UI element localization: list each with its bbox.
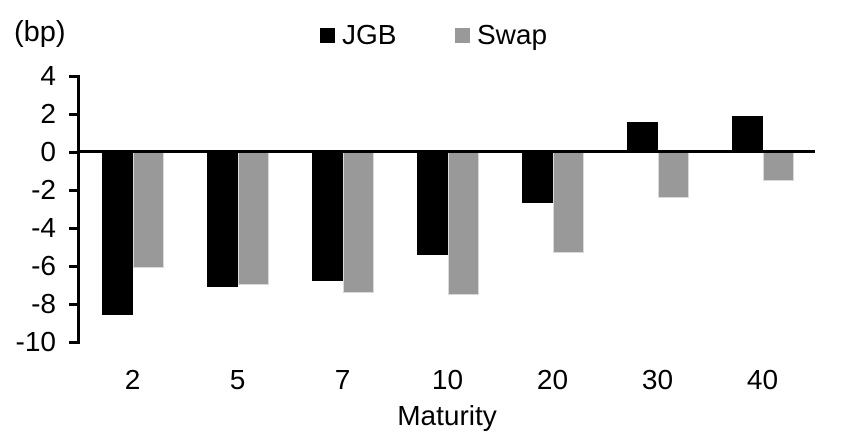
y-axis-line — [77, 75, 80, 344]
legend-label-jgb: JGB — [342, 19, 397, 50]
y-tick-mark — [69, 265, 78, 268]
jgb-color-swatch-icon — [320, 28, 335, 43]
bar-jgb-20 — [521, 152, 553, 204]
legend-item-jgb: JGB — [320, 18, 396, 52]
y-tick-mark — [69, 189, 78, 192]
legend-label-swap: Swap — [477, 19, 548, 50]
bar-jgb-30 — [626, 121, 658, 152]
swap-color-swatch-icon — [455, 28, 470, 43]
bar-swap-40 — [762, 152, 794, 181]
bar-jgb-7 — [311, 152, 343, 282]
x-category-label: 2 — [124, 364, 141, 395]
bar-jgb-5 — [206, 152, 238, 287]
x-axis-title: Maturity — [397, 400, 497, 431]
bar-swap-30 — [657, 152, 689, 198]
x-category-label: 5 — [229, 364, 246, 395]
y-tick-label: -2 — [31, 174, 56, 205]
y-tick-label: 0 — [40, 136, 56, 167]
y-tick-label: 4 — [40, 60, 56, 91]
y-tick-mark — [69, 151, 78, 154]
x-category-label: 7 — [334, 364, 351, 395]
bar-swap-7 — [342, 152, 374, 293]
bar-swap-2 — [132, 152, 164, 268]
zero-axis-line — [77, 150, 815, 153]
y-axis-unit-label: (bp) — [14, 16, 66, 48]
y-tick-mark — [69, 75, 78, 78]
x-category-label: 10 — [431, 364, 464, 395]
bar-swap-10 — [447, 152, 479, 295]
y-tick-mark — [69, 303, 78, 306]
x-category-label: 20 — [536, 364, 569, 395]
y-tick-label: 2 — [40, 98, 56, 129]
y-tick-label: -8 — [31, 288, 56, 319]
bar-swap-20 — [552, 152, 584, 253]
y-tick-label: -6 — [31, 250, 56, 281]
y-tick-label: -4 — [31, 212, 56, 243]
x-category-label: 30 — [641, 364, 674, 395]
legend-item-swap: Swap — [455, 18, 547, 52]
y-tick-mark — [69, 227, 78, 230]
y-tick-mark — [69, 341, 78, 344]
bar-swap-5 — [237, 152, 269, 285]
bar-jgb-40 — [731, 115, 763, 152]
y-tick-mark — [69, 113, 78, 116]
bar-jgb-2 — [101, 152, 133, 316]
x-category-label: 40 — [746, 364, 779, 395]
bar-jgb-10 — [416, 152, 448, 255]
y-tick-label: -10 — [15, 326, 56, 357]
